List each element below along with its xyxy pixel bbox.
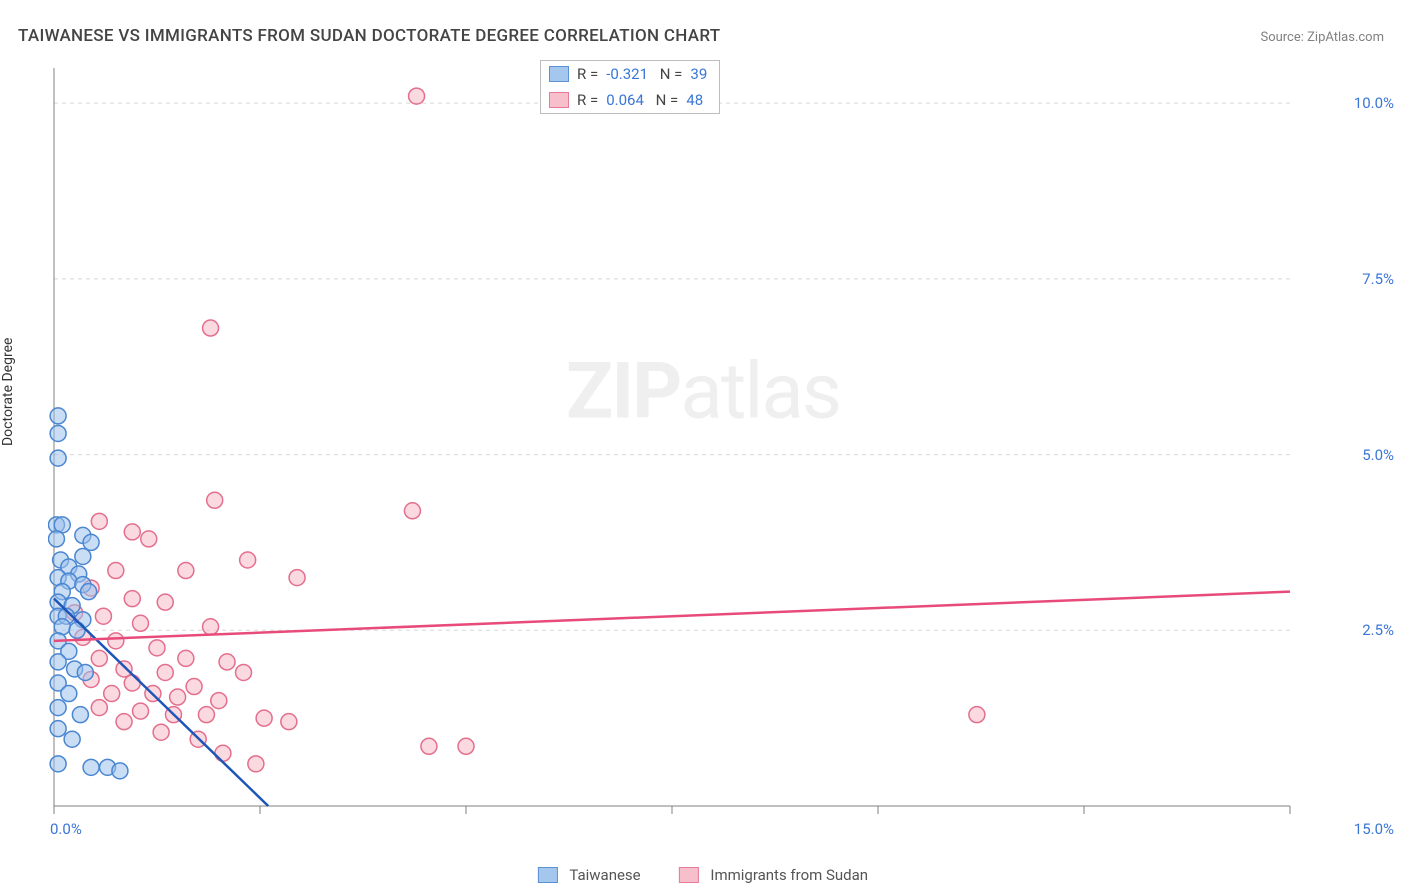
legend-swatch-sudan [679, 867, 699, 883]
scatter-plot [48, 62, 1350, 842]
x-axis-max-label: 15.0% [1354, 820, 1394, 838]
stats-r-label: R = [577, 91, 598, 109]
y-tick-label: 2.5% [1362, 621, 1394, 639]
stats-r-taiwanese: -0.321 [606, 65, 648, 83]
x-axis-origin-label: 0.0% [50, 820, 82, 838]
source-attribution: Source: ZipAtlas.com [1260, 30, 1384, 45]
y-tick-label: 10.0% [1354, 94, 1394, 112]
stats-row-sudan: R = 0.064 N = 48 [541, 87, 719, 113]
stats-n-label: N = [656, 65, 682, 83]
y-tick-label: 7.5% [1362, 270, 1394, 288]
y-axis-label: Doctorate Degree [0, 338, 16, 446]
legend-item-taiwanese: Taiwanese [538, 866, 641, 884]
stats-legend-box: R = -0.321 N = 39 R = 0.064 N = 48 [540, 60, 720, 114]
stats-swatch-sudan [549, 92, 569, 108]
stats-r-sudan: 0.064 [606, 91, 644, 109]
stats-r-label: R = [577, 65, 598, 83]
stats-row-taiwanese: R = -0.321 N = 39 [541, 61, 719, 87]
legend-label-sudan: Immigrants from Sudan [710, 866, 868, 884]
legend-bottom: Taiwanese Immigrants from Sudan [538, 866, 868, 884]
legend-label-taiwanese: Taiwanese [569, 866, 640, 884]
stats-n-sudan: 48 [686, 91, 703, 109]
legend-item-sudan: Immigrants from Sudan [679, 866, 868, 884]
stats-swatch-taiwanese [549, 66, 569, 82]
stats-n-taiwanese: 39 [690, 65, 707, 83]
y-tick-label: 5.0% [1362, 446, 1394, 464]
stats-n-label: N = [652, 91, 678, 109]
chart-title: TAIWANESE VS IMMIGRANTS FROM SUDAN DOCTO… [18, 26, 720, 46]
chart-svg [48, 62, 1350, 842]
legend-swatch-taiwanese [538, 867, 558, 883]
